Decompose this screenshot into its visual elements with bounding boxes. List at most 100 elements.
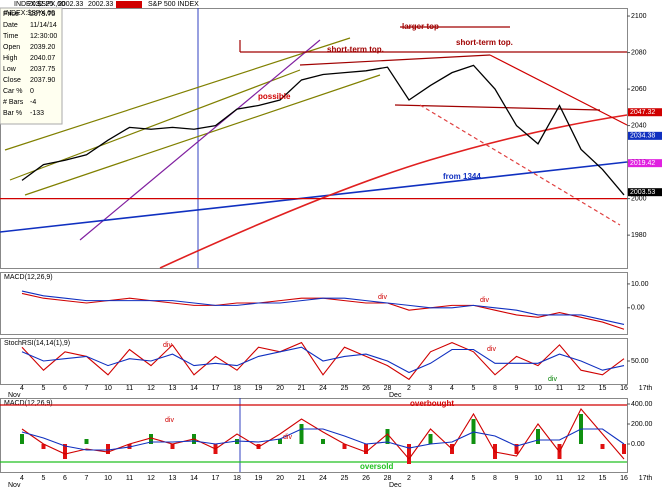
x-tick-label: 28 (384, 385, 392, 392)
macd-panel (0, 272, 628, 335)
info-box (0, 7, 63, 125)
month-label: Nov (8, 482, 21, 489)
histogram-bar (514, 444, 519, 454)
series-line (21, 64, 625, 196)
histogram-bar (364, 444, 368, 454)
panel-title: MACD(12,26,9) (4, 400, 53, 407)
month-label: Dec (389, 392, 402, 399)
info-label: Date (3, 22, 18, 29)
x-tick-label: 8 (493, 385, 497, 392)
channel-line (4, 37, 351, 151)
histogram-bar (63, 444, 67, 459)
y-tick-label: 2100 (631, 13, 647, 20)
x-tick-label: 9 (515, 385, 519, 392)
annotation: from 1344 (443, 172, 481, 181)
header-value: 2002.33 (58, 1, 83, 8)
x-tick-label: 25 (341, 385, 349, 392)
info-label: Low (3, 66, 17, 73)
x-tick-label: 18 (233, 385, 241, 392)
price-marker-label: 2034.38 (630, 133, 655, 140)
y-tick-label: 0.00 (631, 305, 645, 312)
channel-line (24, 74, 381, 196)
x-tick-label: 21 (298, 385, 306, 392)
x-tick-label: 10 (534, 385, 542, 392)
histogram-bar (622, 444, 626, 454)
x-tick-label: 3 (429, 385, 433, 392)
x-tick-label: 16 (620, 385, 628, 392)
x-tick-label: 8 (493, 475, 497, 482)
x-tick-label: 2 (407, 475, 411, 482)
series-line (21, 408, 625, 460)
annotation: div (480, 297, 489, 304)
panel-title: INDEX:$SPX,60 (4, 10, 55, 17)
x-tick-label: 11 (126, 385, 133, 392)
x-tick-label: 2 (407, 385, 411, 392)
y-tick-label: 10.00 (631, 281, 649, 288)
month-label: Dec (389, 482, 402, 489)
x-tick-label: 10 (534, 475, 542, 482)
trend-line (419, 104, 621, 226)
info-value: 0 (30, 88, 34, 95)
month-label: Nov (8, 392, 21, 399)
annotation: div (163, 342, 172, 349)
x-tick-label: 9 (515, 475, 519, 482)
price-marker (628, 159, 662, 168)
price-marker (628, 188, 662, 197)
x-tick-label: 17th (639, 385, 653, 392)
x-tick-label: 5 (42, 475, 46, 482)
histogram-bar (41, 444, 46, 449)
x-tick-label: 15 (599, 475, 607, 482)
info-label: Car % (3, 88, 22, 95)
x-tick-label: 6 (63, 385, 67, 392)
histogram-bar (321, 439, 325, 444)
y-tick-label: 200.00 (631, 421, 653, 428)
histogram-bar (278, 439, 282, 444)
x-tick-label: 20 (276, 475, 284, 482)
x-tick-label: 13 (169, 385, 177, 392)
histogram-bar (299, 424, 304, 444)
histogram-bar (407, 444, 411, 464)
x-tick-label: 21 (298, 475, 306, 482)
x-tick-label: 3 (429, 475, 433, 482)
x-tick-label: 20 (276, 385, 284, 392)
x-tick-label: 4 (20, 385, 24, 392)
annotation: div (165, 417, 174, 424)
histogram-bar (600, 444, 605, 449)
histogram-bar (84, 439, 89, 444)
x-tick-label: 7 (85, 385, 89, 392)
info-label: High (3, 55, 18, 62)
price-marker-label: 2003.53 (630, 189, 655, 196)
x-tick-label: 10 (104, 385, 112, 392)
x-tick-label: 14 (190, 475, 198, 482)
histogram-bar (20, 434, 24, 444)
y-tick-label: 2060 (631, 86, 647, 93)
x-tick-label: 12 (147, 385, 155, 392)
x-tick-label: 12 (147, 475, 155, 482)
change-box (116, 1, 142, 8)
info-label: Bar % (3, 110, 22, 117)
x-tick-label: 11 (556, 385, 563, 392)
x-tick-label: 15 (599, 385, 607, 392)
x-tick-label: 16 (620, 475, 628, 482)
level-label: oversold (360, 462, 393, 471)
price-marker-label: 2047.32 (630, 109, 655, 116)
x-tick-label: 26 (362, 385, 370, 392)
series-line (21, 346, 625, 374)
histogram-bar (385, 429, 390, 444)
info-value: 2040.07 (30, 55, 55, 62)
histogram-bar (342, 444, 347, 449)
x-tick-label: 17 (212, 475, 220, 482)
symbol: INDEX:$SPX,60 (14, 1, 65, 8)
x-tick-label: 4 (450, 385, 454, 392)
x-tick-label: 5 (42, 385, 46, 392)
y-tick-label: 50.00 (631, 358, 649, 365)
histogram-bar (536, 429, 540, 444)
panel-title: MACD(12,26,9) (4, 274, 53, 281)
x-tick-label: 26 (362, 475, 370, 482)
annotation: div (378, 294, 387, 301)
x-tick-label: 5 (472, 475, 476, 482)
info-value: 2037.90 (30, 77, 55, 84)
info-value: 11/14/14 (30, 22, 57, 29)
